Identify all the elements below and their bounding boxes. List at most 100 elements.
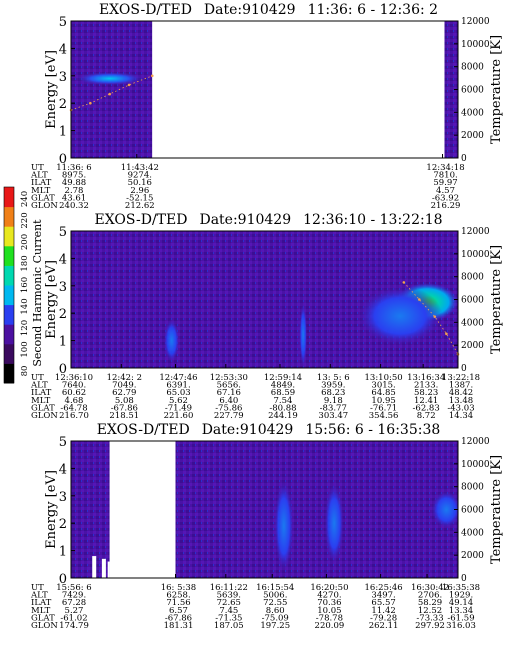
table-cell: 1387.	[449, 381, 473, 391]
table-cell: 50.16	[128, 178, 152, 188]
colorbar-segment	[4, 206, 14, 227]
table-cell: 68.23	[321, 388, 345, 398]
heatmap-feature	[324, 482, 344, 565]
table-cell: -71.35	[215, 613, 242, 623]
table-row-label: MLT	[31, 606, 51, 616]
table-cell: 12:53:30	[210, 373, 248, 383]
table-cell: 72.55	[263, 598, 287, 608]
table-cell: 62.79	[112, 388, 136, 398]
y2-tick-label: 4000	[461, 318, 484, 328]
chart-title: EXOS-D/TED Date:910429 12:36:10 - 13:22:18	[94, 212, 442, 228]
y-tick-label: 4	[59, 42, 67, 57]
table-cell: 7640.	[62, 381, 86, 391]
table-cell: 16:25:46	[365, 583, 403, 593]
table-cell: -73.33	[416, 613, 443, 623]
heatmap-feature	[299, 302, 308, 368]
table-cell: 2.78	[65, 186, 84, 196]
table-cell: 4.57	[436, 186, 455, 196]
table-cell: 218.51	[109, 411, 139, 421]
table-cell: 43.61	[62, 193, 86, 203]
y2-tick-label: 2000	[461, 341, 484, 351]
table-cell: 58.29	[418, 598, 442, 608]
colorbar-tick-label: 120	[20, 320, 30, 336]
y-tick-label: 0	[59, 572, 67, 587]
y-tick-label: 2	[59, 97, 67, 112]
table-cell: -75.09	[262, 613, 289, 623]
table-cell: 212.62	[125, 201, 155, 211]
table-cell: 7049.	[112, 381, 136, 391]
table-cell: 65.03	[166, 388, 190, 398]
table-cell: 1929.	[449, 591, 473, 601]
table-cell: 5639.	[217, 591, 241, 601]
table-cell: 9.18	[324, 396, 343, 406]
y2-tick-label: 0	[461, 574, 467, 584]
table-cell: 13.48	[449, 396, 473, 406]
y-axis-label: Energy [eV]	[44, 260, 59, 339]
table-cell: 2706.	[418, 591, 442, 601]
table-cell: 7429.	[62, 591, 86, 601]
table-cell: 12:36:10	[55, 373, 93, 383]
colorbar-segment	[4, 363, 14, 384]
y2-tick-label: 12000	[461, 437, 490, 447]
y-axis-label: Energy [eV]	[44, 470, 59, 549]
colorbar-tick-label: 220	[20, 212, 30, 228]
table-cell: -79.28	[370, 613, 397, 623]
table-cell: 4270.	[317, 591, 341, 601]
table-row-label: ILAT	[31, 388, 52, 398]
y2-tick-label: 0	[461, 154, 467, 164]
y2-tick-label: 8000	[461, 273, 484, 283]
table-cell: 12.41	[414, 396, 438, 406]
colorbar-tick-label: 80	[20, 366, 30, 377]
table-row-label: GLAT	[31, 193, 55, 203]
y2-tick-label: 2000	[461, 131, 484, 141]
y2-tick-label: 12000	[461, 17, 490, 27]
colorbar-segment	[4, 343, 14, 364]
table-row-label: GLON	[31, 621, 58, 631]
chart-title-part: 12:36:10 - 13:22:18	[303, 212, 442, 228]
y-tick-label: 2	[59, 307, 67, 322]
table-row-label: UT	[31, 373, 44, 383]
table-cell: 11:43:42	[121, 163, 159, 173]
table-cell: 5006.	[263, 591, 287, 601]
table-cell: 59.97	[433, 178, 457, 188]
table-row-label: ILAT	[31, 598, 52, 608]
y2-tick-label: 0	[461, 364, 467, 374]
chart-panel-1: EXOS-D/TED Date:910429 11:36: 6 - 12:36: 2…	[30, 2, 504, 211]
y-tick-label: 0	[59, 152, 67, 167]
colorbar-frame	[3, 186, 15, 384]
table-cell: -61.02	[60, 613, 87, 623]
table-cell: 7.54	[274, 396, 293, 406]
y2-tick-label: 2000	[461, 551, 484, 561]
table-cell: 68.59	[271, 388, 295, 398]
table-row-label: ALT	[30, 171, 48, 181]
table-cell: -63.92	[432, 193, 459, 203]
chart-title-part: EXOS-D/TED	[94, 212, 187, 228]
chart-title-part: Date:910429	[199, 212, 291, 228]
heatmap-interval	[444, 21, 458, 158]
y-tick-label: 3	[59, 490, 67, 505]
table-cell: 16:11:22	[210, 583, 248, 593]
heatmap-feature	[163, 318, 180, 363]
table-row-label: ALT	[30, 591, 48, 601]
y2-tick-label: 6000	[461, 296, 484, 306]
table-cell: 8.72	[417, 411, 436, 421]
table-cell: 7.45	[219, 606, 238, 616]
table-cell: 12:34:18	[426, 163, 464, 173]
chart-title-part: 11:36: 6 - 12:36: 2	[308, 2, 438, 18]
y2-tick-label: 4000	[461, 528, 484, 538]
table-cell: 13:16:34	[407, 373, 445, 383]
table-row-label: MLT	[31, 186, 51, 196]
table-row-label: GLAT	[31, 403, 55, 413]
y-tick-label: 5	[59, 435, 67, 450]
y2-tick-label: 6000	[461, 86, 484, 96]
chart-title: EXOS-D/TED Date:910429 15:56: 6 - 16:35:38	[97, 422, 441, 438]
table-cell: 187.05	[214, 621, 244, 631]
colorbar-segment	[4, 265, 14, 286]
heatmap-gap	[92, 556, 97, 578]
table-cell: 12:42: 2	[107, 373, 142, 383]
colorbar-tick-label: 140	[20, 298, 30, 314]
table-cell: 8.60	[266, 606, 285, 616]
table-cell: 13:22:18	[442, 373, 480, 383]
table-cell: 5.08	[115, 396, 134, 406]
table-cell: 67.28	[62, 598, 86, 608]
